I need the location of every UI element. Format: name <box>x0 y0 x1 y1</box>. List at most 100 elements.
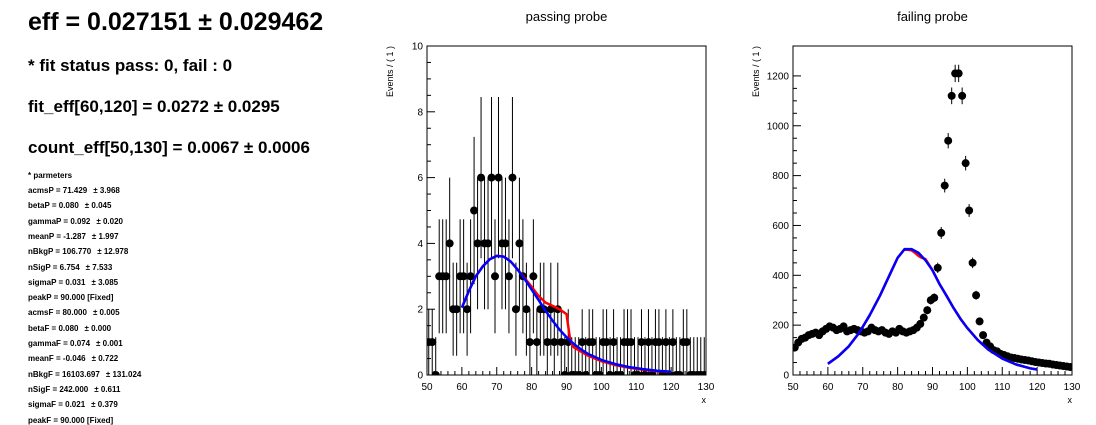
data-point <box>491 272 500 281</box>
y-tick-label: 200 <box>772 321 789 332</box>
param-row: acmsF = 80.000 ± 0.005 <box>28 308 120 317</box>
param-error: ± 7.533 <box>85 262 113 272</box>
data-point <box>954 69 963 78</box>
param-value: betaF = 0.080 <box>28 323 79 333</box>
efficiency-title: eff = 0.027151 ± 0.029462 <box>28 8 324 36</box>
x-tick-label: 90 <box>927 382 939 393</box>
param-row: acmsP = 71.429 ± 3.968 <box>28 186 120 195</box>
data-point <box>940 181 949 190</box>
data-point <box>525 338 534 347</box>
data-point <box>602 338 611 347</box>
data-point <box>581 371 590 375</box>
param-row: nBkgP = 106.770 ± 12.978 <box>28 247 128 256</box>
fit-curve-background <box>460 254 672 373</box>
data-point <box>633 371 642 375</box>
param-row: sigmaP = 0.031 ± 3.085 <box>28 278 118 287</box>
fit-curve-background <box>827 247 1038 371</box>
data-point <box>470 206 479 215</box>
data-point <box>606 371 615 375</box>
data-point <box>644 338 653 347</box>
data-point <box>972 291 981 300</box>
param-value: sigmaP = 0.031 <box>28 277 86 287</box>
y-tick-label: 0 <box>783 371 789 382</box>
param-error: ± 0.722 <box>91 354 119 364</box>
param-error: ± 0.379 <box>91 400 118 410</box>
data-point <box>477 173 486 182</box>
param-value: meanP = -1.287 <box>28 231 86 241</box>
data-point <box>654 338 663 347</box>
data-point <box>661 338 670 347</box>
param-row: gammaP = 0.092 ± 0.020 <box>28 217 123 226</box>
x-tick-label: 70 <box>491 382 503 393</box>
param-value: nSigF = 242.000 <box>28 384 89 394</box>
param-value: betaP = 0.080 <box>28 201 79 211</box>
param-error: ± 131.024 <box>105 369 142 379</box>
data-point <box>916 319 925 328</box>
x-tick-label: 60 <box>456 382 468 393</box>
data-point <box>944 136 953 145</box>
data-point <box>595 371 604 375</box>
count-eff-line: count_eff[50,130] = 0.0067 ± 0.0006 <box>28 138 310 157</box>
data-point <box>459 272 468 281</box>
data-point <box>675 371 684 375</box>
data-point <box>923 306 932 315</box>
data-point <box>442 272 451 281</box>
param-value: gammaF = 0.074 <box>28 339 91 348</box>
data-point <box>557 338 566 347</box>
param-row: nBkgF = 16103.697 ± 131.024 <box>28 370 141 379</box>
y-tick-label: 800 <box>772 171 789 182</box>
param-value: acmsF = 80.000 <box>28 308 87 318</box>
passing-probe-chart: passing probe 50 60 70 80 90 100 110 120 130 0 2 4 6 8… <box>385 9 715 405</box>
x-tick-label: 120 <box>663 382 680 393</box>
x-tick-label: 80 <box>526 382 538 393</box>
data-point <box>532 338 541 347</box>
y-tick-label: 0 <box>417 371 423 382</box>
data-point <box>965 206 974 215</box>
param-error: ± 1.997 <box>91 231 119 241</box>
y-tick-label: 6 <box>417 173 423 184</box>
x-tick-label: 120 <box>1029 382 1046 393</box>
data-point <box>947 91 956 100</box>
param-row: meanF = -0.046 ± 0.722 <box>28 354 118 363</box>
data-point <box>550 338 559 347</box>
param-row: sigmaF = 0.021 ± 0.379 <box>28 400 118 409</box>
data-point <box>647 371 656 375</box>
x-tick-label: 110 <box>994 382 1010 393</box>
x-axis-label: x <box>702 395 707 405</box>
x-tick-label: 110 <box>628 382 644 393</box>
param-row: nSigP = 6.754 ± 7.533 <box>28 263 112 272</box>
x-tick-label: 130 <box>1064 382 1081 393</box>
data-point <box>668 338 677 347</box>
data-point <box>501 239 510 248</box>
param-value: peakP = 90.000 [Fixed] <box>28 293 114 303</box>
param-value: nSigP = 6.754 <box>28 262 80 272</box>
param-error: ± 12.978 <box>97 247 129 257</box>
data-point <box>933 263 942 272</box>
data-point <box>466 272 475 281</box>
param-row: betaF = 0.080 ± 0.000 <box>28 324 111 333</box>
data-point <box>494 173 503 182</box>
data-point <box>919 313 928 322</box>
param-error: ± 0.611 <box>94 384 121 394</box>
y-tick-label: 8 <box>417 107 423 118</box>
y-tick-label: 1000 <box>767 121 790 132</box>
param-row: peakP = 90.000 [Fixed] <box>28 293 113 302</box>
fit-status-line: * fit status pass: 0, fail : 0 <box>28 56 233 75</box>
data-point <box>930 293 939 302</box>
x-tick-label: 90 <box>561 382 573 393</box>
data-point <box>588 338 597 347</box>
data-point <box>968 258 977 267</box>
data-point <box>609 338 618 347</box>
param-row: meanP = -1.287 ± 1.997 <box>28 232 119 241</box>
param-value: nBkgP = 106.770 <box>28 247 92 257</box>
plot-area <box>793 64 1072 372</box>
x-tick-label: 80 <box>892 382 904 393</box>
x-tick-label: 50 <box>787 382 799 393</box>
data-point <box>937 228 946 237</box>
param-row: gammaF = 0.074 ± 0.001 <box>28 339 123 348</box>
y-tick-label: 4 <box>417 239 423 250</box>
x-tick-label: 100 <box>959 382 976 393</box>
y-tick-label: 2 <box>417 305 423 316</box>
param-value: meanF = -0.046 <box>28 354 86 364</box>
chart-title: passing probe <box>526 9 608 24</box>
